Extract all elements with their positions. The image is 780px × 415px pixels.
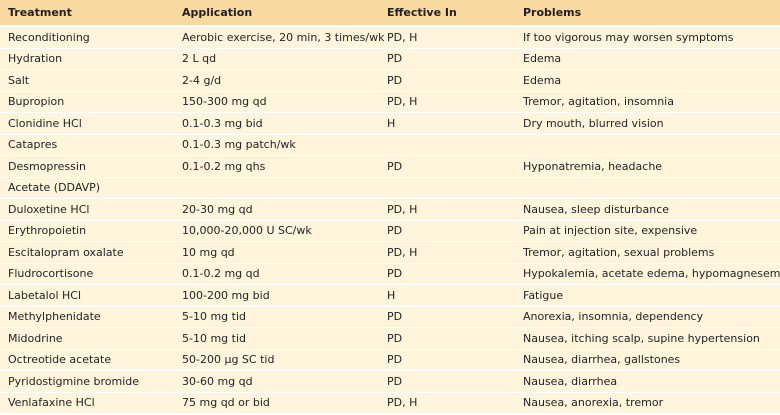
table-row: Fludrocortisone 0.1-0.2 mg qd PD Hypokalemi… [0, 262, 780, 285]
table-row: Desmopressin 0.1-0.2 mg qhs PD Hyponatremia… [0, 155, 780, 177]
table-cell: PD [379, 219, 515, 242]
table-row: Erythropoietin 10,000-20,000 U SC/wk PD Pai… [0, 219, 780, 242]
table-cell: Acetate (DDAVP) [0, 176, 174, 199]
table-cell: PD [379, 262, 515, 285]
table-cell: H [379, 284, 515, 306]
table-cell: PD, H [379, 391, 515, 413]
table-cell: Venlafaxine HCl [0, 391, 174, 413]
table-cell: Catapres [0, 133, 174, 156]
table-cell: Edema [515, 47, 780, 70]
table-cell: PD [379, 348, 515, 371]
table-cell: 150-300 mg qd [174, 90, 379, 113]
table-cell: 10 mg qd [174, 241, 379, 263]
table-cell: PD, H [379, 241, 515, 263]
table-cell: 50-200 µg SC tid [174, 348, 379, 371]
table-cell: 0.1-0.3 mg patch/wk [174, 133, 379, 156]
table-cell: H [379, 112, 515, 134]
table-cell: Methylphenidate [0, 305, 174, 328]
table-cell: If too vigorous may worsen symptoms [515, 25, 780, 48]
table-cell: Fludrocortisone [0, 262, 174, 285]
column-header: Treatment [0, 0, 174, 27]
table-row: Midodrine 5-10 mg tid PD Nausea, itching sc… [0, 327, 780, 349]
table-cell: Nausea, anorexia, tremor [515, 391, 780, 413]
table-cell: 75 mg qd or bid [174, 391, 379, 413]
column-header: Problems [515, 0, 780, 27]
table-cell: 0.1-0.2 mg qd [174, 262, 379, 285]
table-cell: PD [379, 69, 515, 91]
table-row: Methylphenidate 5-10 mg tid PD Anorexia, in… [0, 305, 780, 328]
table-cell: Aerobic exercise, 20 min, 3 times/wk [174, 25, 384, 48]
header-row: Treatment Application Effective In Problems [0, 0, 780, 27]
empty-cell [379, 133, 515, 156]
table-cell: 0.1-0.2 mg qhs [174, 155, 379, 177]
empty-cell [379, 176, 515, 199]
table-cell: Nausea, sleep disturbance [515, 198, 780, 220]
table-row: Pyridostigmine bromide 30-60 mg qd PD Nause… [0, 370, 780, 392]
table-cell: Duloxetine HCl [0, 198, 174, 220]
table-row: Labetalol HCl 100-200 mg bid H Fatigue [0, 284, 780, 306]
table-cell: Dry mouth, blurred vision [515, 112, 780, 134]
table-cell: Hydration [0, 47, 174, 70]
table-row: Salt 2-4 g/d PD Edema [0, 69, 780, 91]
table-row: Acetate (DDAVP) [0, 176, 780, 199]
table-cell: Escitalopram oxalate [0, 241, 174, 263]
table-cell: Hypokalemia, acetate edema, hypomagnesem… [515, 262, 780, 285]
table-cell: 5-10 mg tid [174, 305, 379, 328]
table-cell: Pain at injection site, expensive [515, 219, 780, 242]
table-row: Octreotide acetate 50-200 µg SC tid PD Naus… [0, 348, 780, 371]
table-cell: Nausea, itching scalp, supine hypertensi… [515, 327, 780, 349]
table-row: Venlafaxine HCl 75 mg qd or bid PD, H Nause… [0, 391, 780, 413]
table-cell: Salt [0, 69, 174, 91]
table-cell: PD [379, 370, 515, 392]
table-cell: PD, H [379, 25, 515, 48]
table-cell: PD [379, 305, 515, 328]
table-cell: PD [379, 327, 515, 349]
table-row: Escitalopram oxalate 10 mg qd PD, H Tremor,… [0, 241, 780, 263]
table-row: Reconditioning Aerobic exercise, 20 min, … [0, 25, 780, 48]
table-row: Duloxetine HCl 20-30 mg qd PD, H Nausea, sl… [0, 198, 780, 220]
column-header: Application [174, 0, 379, 27]
table-cell: Fatigue [515, 284, 780, 306]
table-cell: 2 L qd [174, 47, 379, 70]
table-cell: Labetalol HCl [0, 284, 174, 306]
table-cell: 30-60 mg qd [174, 370, 379, 392]
table-cell: PD, H [379, 90, 515, 113]
column-header: Effective In [379, 0, 515, 27]
table-cell: Midodrine [0, 327, 174, 349]
table-cell: Erythropoietin [0, 219, 174, 242]
table-cell: Anorexia, insomnia, dependency [515, 305, 780, 328]
table-cell: Pyridostigmine bromide [0, 370, 174, 392]
table-cell: PD, H [379, 198, 515, 220]
table-cell: Tremor, agitation, insomnia [515, 90, 780, 113]
empty-cell [174, 176, 379, 199]
table-cell: PD [379, 47, 515, 70]
table-cell: Octreotide acetate [0, 348, 174, 371]
table-cell: PD [379, 155, 515, 177]
empty-cell [515, 176, 780, 199]
table-row: Hydration 2 L qd PD Edema [0, 47, 780, 70]
table-cell: 20-30 mg qd [174, 198, 379, 220]
table-cell: Tremor, agitation, sexual problems [515, 241, 780, 263]
table-cell: Bupropion [0, 90, 174, 113]
table-cell: Reconditioning [0, 25, 174, 48]
table-cell: Nausea, diarrhea [515, 370, 780, 392]
table-cell: Hyponatremia, headache [515, 155, 780, 177]
table-row: Clonidine HCl 0.1-0.3 mg bid H Dry mouth, b… [0, 112, 780, 134]
table-cell: Edema [515, 69, 780, 91]
table-cell: Desmopressin [0, 155, 174, 177]
table-cell: 100-200 mg bid [174, 284, 379, 306]
table-cell: Clonidine HCl [0, 112, 174, 134]
table-cell: 10,000-20,000 U SC/wk [174, 219, 379, 242]
table-row: Catapres 0.1-0.3 mg patch/wk [0, 133, 780, 156]
table-cell: 0.1-0.3 mg bid [174, 112, 379, 134]
table-cell: 5-10 mg tid [174, 327, 379, 349]
table-row: Bupropion 150-300 mg qd PD, H Tremor, agita… [0, 90, 780, 113]
table-cell: Nausea, diarrhea, gallstones [515, 348, 780, 371]
table-cell: 2-4 g/d [174, 69, 379, 91]
empty-cell [515, 133, 780, 156]
